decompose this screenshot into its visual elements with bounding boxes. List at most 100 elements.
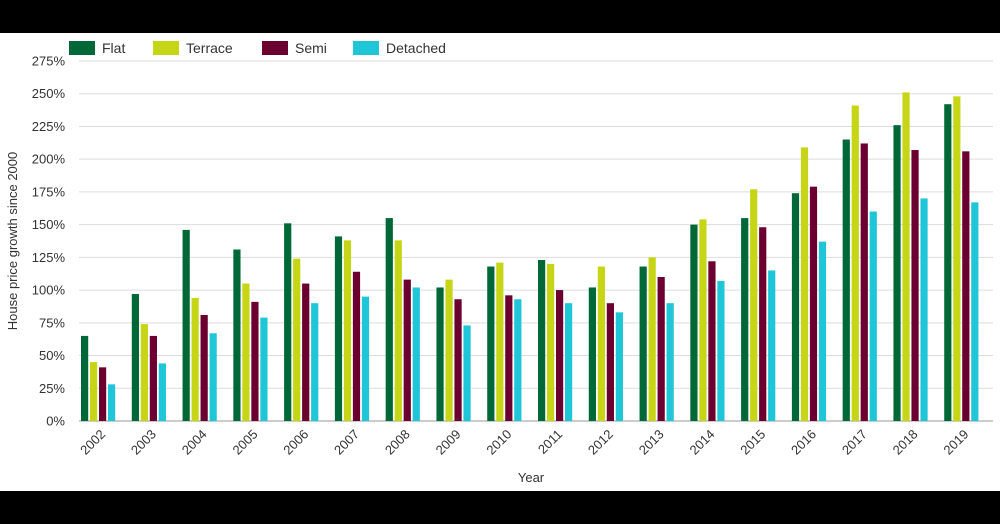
y-tick-label: 100% bbox=[32, 283, 66, 298]
x-tick-label: 2011 bbox=[535, 427, 565, 457]
x-tick-label: 2012 bbox=[585, 427, 616, 458]
bar-detached-2011 bbox=[565, 303, 573, 421]
x-tick-label: 2018 bbox=[890, 427, 921, 458]
bar-flat-2002 bbox=[81, 335, 89, 421]
bar-detached-2015 bbox=[768, 270, 776, 421]
y-tick-label: 275% bbox=[32, 54, 66, 69]
bar-detached-2019 bbox=[971, 202, 979, 421]
legend-swatch bbox=[353, 41, 379, 55]
bar-terrace-2013 bbox=[648, 257, 656, 421]
y-tick-label: 150% bbox=[32, 217, 66, 232]
y-tick-label: 50% bbox=[39, 348, 65, 363]
bar-flat-2018 bbox=[893, 125, 901, 422]
legend[interactable]: Flat Terrace Semi Detached bbox=[69, 40, 446, 56]
x-tick-label: 2014 bbox=[686, 427, 717, 458]
bar-terrace-2019 bbox=[953, 96, 961, 421]
legend-item-flat[interactable]: Flat bbox=[69, 40, 125, 56]
bar-detached-2006 bbox=[311, 303, 319, 421]
y-tick-label: 250% bbox=[32, 86, 66, 101]
bar-terrace-2007 bbox=[343, 240, 352, 421]
legend-swatch bbox=[153, 41, 179, 55]
bottom-letterbox bbox=[0, 491, 1000, 524]
y-tick-label: 75% bbox=[39, 315, 65, 330]
bar-flat-2005 bbox=[233, 249, 241, 421]
bar-semi-2010 bbox=[505, 295, 513, 421]
x-tick-label: 2009 bbox=[433, 427, 464, 458]
x-tick-label: 2008 bbox=[382, 427, 413, 458]
bar-flat-2006 bbox=[284, 223, 292, 421]
legend-item-detached[interactable]: Detached bbox=[353, 40, 446, 56]
bar-semi-2003 bbox=[149, 335, 157, 421]
bar-semi-2015 bbox=[759, 227, 767, 421]
legend-swatch bbox=[262, 41, 288, 55]
bar-flat-2008 bbox=[385, 218, 393, 421]
bar-semi-2013 bbox=[657, 277, 665, 421]
bar-semi-2004 bbox=[200, 314, 208, 421]
x-tick-label: 2003 bbox=[128, 427, 159, 458]
bar-flat-2015 bbox=[741, 218, 749, 421]
bar-flat-2012 bbox=[588, 287, 596, 421]
x-tick-label: 2017 bbox=[839, 427, 870, 458]
bar-semi-2018 bbox=[911, 150, 919, 421]
legend-label: Semi bbox=[295, 40, 327, 56]
top-letterbox bbox=[0, 0, 1000, 33]
bar-semi-2017 bbox=[860, 143, 868, 422]
bar-detached-2004 bbox=[209, 333, 217, 421]
gridlines bbox=[79, 60, 993, 422]
y-tick-label: 200% bbox=[32, 152, 66, 167]
x-tick-label: 2016 bbox=[788, 427, 819, 458]
bar-terrace-2018 bbox=[902, 92, 910, 421]
bar-semi-2012 bbox=[606, 303, 614, 421]
bar-flat-2013 bbox=[639, 266, 647, 421]
bar-detached-2002 bbox=[108, 384, 116, 421]
legend-label: Flat bbox=[102, 40, 125, 56]
bar-flat-2003 bbox=[131, 294, 139, 421]
bar-flat-2016 bbox=[791, 193, 800, 421]
x-tick-label: 2007 bbox=[331, 427, 362, 458]
legend-label: Terrace bbox=[186, 40, 233, 56]
x-tick-label: 2005 bbox=[229, 427, 260, 458]
bar-semi-2002 bbox=[99, 367, 107, 421]
bar-flat-2004 bbox=[182, 229, 190, 421]
bar-terrace-2002 bbox=[90, 362, 98, 421]
bar-terrace-2017 bbox=[851, 105, 859, 421]
y-tick-label: 225% bbox=[32, 119, 66, 134]
bar-semi-2007 bbox=[352, 271, 361, 421]
y-axis-title: House price growth since 2000 bbox=[5, 152, 20, 331]
x-tick-label: 2006 bbox=[280, 427, 311, 458]
legend-item-semi[interactable]: Semi bbox=[262, 40, 327, 56]
bar-semi-2006 bbox=[302, 283, 310, 421]
x-tick-label: 2010 bbox=[483, 427, 514, 458]
x-axis-title: Year bbox=[518, 470, 545, 485]
bar-flat-2009 bbox=[436, 287, 444, 421]
bar-detached-2012 bbox=[615, 312, 623, 421]
bar-detached-2017 bbox=[869, 211, 877, 421]
bar-terrace-2008 bbox=[394, 240, 402, 421]
x-tick-label: 2015 bbox=[737, 427, 768, 458]
y-tick-label: 125% bbox=[32, 250, 66, 265]
bar-detached-2005 bbox=[260, 317, 268, 421]
bar-semi-2019 bbox=[962, 151, 970, 421]
bar-semi-2008 bbox=[403, 279, 411, 421]
x-tick-label: 2013 bbox=[636, 427, 667, 458]
bar-semi-2014 bbox=[708, 261, 716, 421]
x-tick-label: 2002 bbox=[77, 427, 108, 458]
bar-terrace-2010 bbox=[496, 262, 504, 421]
bar-terrace-2011 bbox=[547, 263, 555, 421]
y-tick-label: 0% bbox=[46, 414, 65, 429]
legend-item-terrace[interactable]: Terrace bbox=[153, 40, 233, 56]
bar-terrace-2003 bbox=[140, 324, 148, 421]
bar-flat-2017 bbox=[842, 139, 850, 421]
bar-detached-2009 bbox=[463, 325, 471, 421]
bar-terrace-2006 bbox=[293, 258, 301, 421]
bar-detached-2016 bbox=[818, 241, 827, 421]
y-axis-ticks: 0% 25% 50% 75% 100% 125% 150% 175% 200% 225% 250% 2… bbox=[32, 54, 66, 429]
bar-semi-2005 bbox=[251, 301, 259, 421]
bar-detached-2013 bbox=[666, 303, 674, 421]
x-tick-label: 2019 bbox=[940, 427, 971, 458]
bar-flat-2011 bbox=[538, 259, 546, 421]
bar-terrace-2012 bbox=[597, 266, 605, 421]
bar-semi-2009 bbox=[454, 299, 462, 421]
bar-terrace-2004 bbox=[191, 297, 199, 421]
